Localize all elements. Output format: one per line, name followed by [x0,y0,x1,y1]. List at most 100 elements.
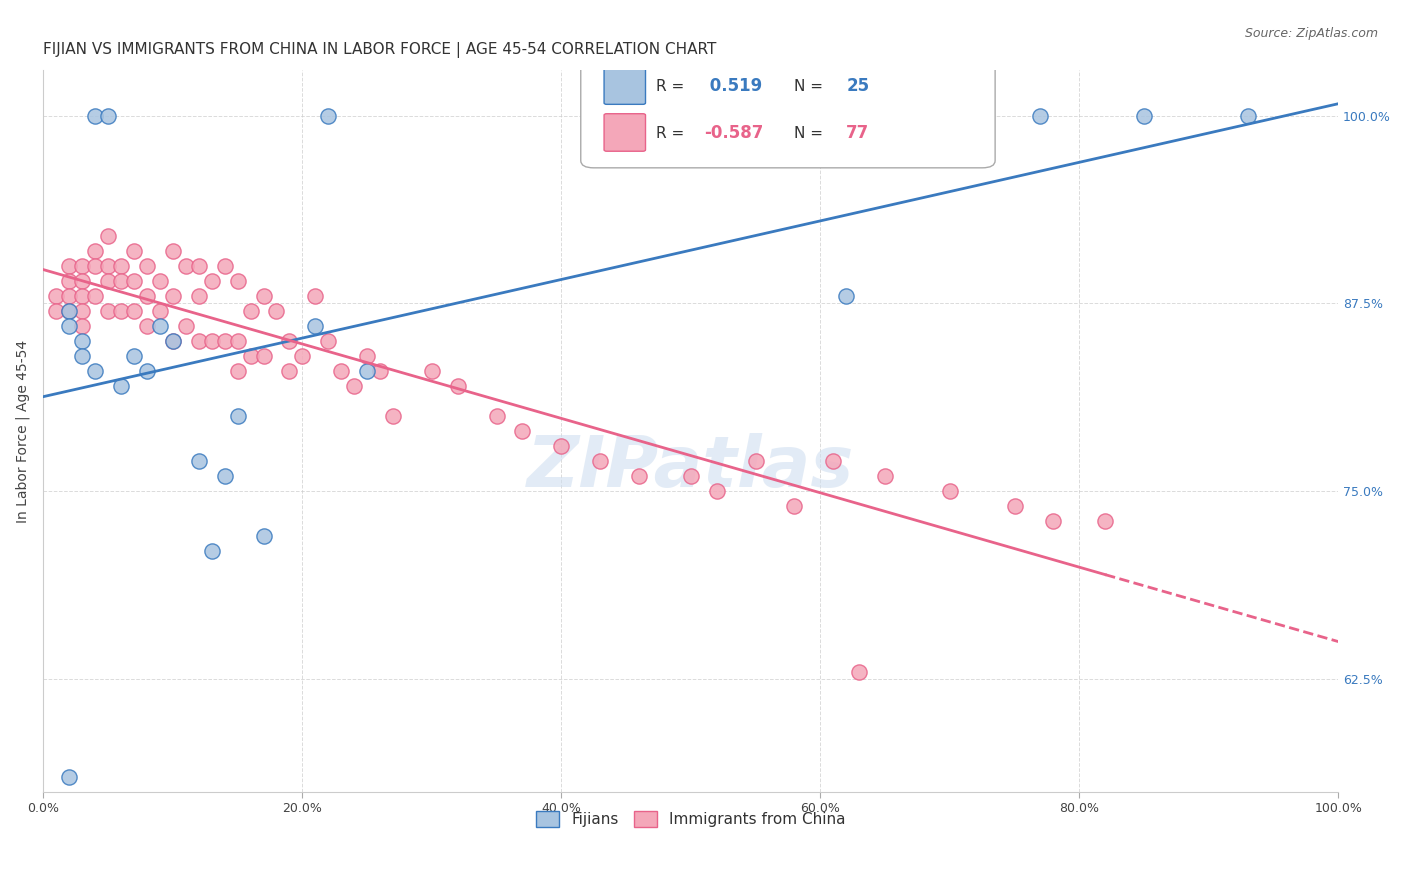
Text: N =: N = [794,126,828,141]
Point [84,109,107,123]
Point [162,334,184,348]
Point [110,274,132,288]
Point [873,469,896,483]
Point [382,409,405,424]
Point [70,289,93,303]
Point [58,304,80,318]
Point [278,334,301,348]
Text: -0.587: -0.587 [704,124,763,142]
Point [187,454,209,468]
Point [226,409,249,424]
Point [70,334,93,348]
Point [343,379,366,393]
Point [201,334,224,348]
Point [706,484,728,499]
Point [1094,515,1116,529]
Point [58,318,80,333]
Point [84,289,107,303]
Point [939,484,962,499]
Point [149,274,172,288]
Point [316,334,339,348]
Point [356,364,378,378]
Point [136,289,159,303]
Point [70,318,93,333]
Point [226,334,249,348]
FancyBboxPatch shape [605,113,645,152]
Point [70,349,93,363]
Point [628,469,651,483]
Point [679,469,702,483]
Point [70,304,93,318]
Point [330,364,353,378]
Text: R =: R = [655,78,689,94]
Point [835,289,858,303]
Point [214,259,236,273]
Text: R =: R = [655,126,689,141]
Text: Source: ZipAtlas.com: Source: ZipAtlas.com [1244,27,1378,40]
Point [122,304,145,318]
Point [252,289,274,303]
Point [97,228,120,243]
Point [1029,109,1052,123]
Point [266,304,288,318]
Point [162,334,184,348]
Point [136,259,159,273]
Point [823,454,845,468]
Point [1236,109,1258,123]
Point [226,364,249,378]
Point [744,454,766,468]
FancyBboxPatch shape [581,30,995,168]
Point [122,349,145,363]
Point [1133,109,1156,123]
Point [291,349,314,363]
Text: 0.519: 0.519 [704,78,762,95]
Point [239,349,262,363]
Point [97,274,120,288]
Legend: Fijians, Immigrants from China: Fijians, Immigrants from China [529,804,853,835]
Point [252,349,274,363]
Point [45,289,67,303]
Point [70,274,93,288]
Point [1042,515,1064,529]
Point [201,274,224,288]
Point [110,259,132,273]
Point [97,304,120,318]
Point [45,304,67,318]
Point [447,379,470,393]
Point [58,770,80,784]
Point [783,500,806,514]
Text: N =: N = [794,78,828,94]
Point [187,259,209,273]
Point [58,259,80,273]
Point [110,379,132,393]
Text: FIJIAN VS IMMIGRANTS FROM CHINA IN LABOR FORCE | AGE 45-54 CORRELATION CHART: FIJIAN VS IMMIGRANTS FROM CHINA IN LABOR… [44,42,717,58]
Point [58,304,80,318]
Point [58,274,80,288]
Point [550,439,572,453]
Point [278,364,301,378]
Point [174,318,197,333]
Point [58,289,80,303]
Point [187,334,209,348]
Point [589,454,612,468]
Point [304,289,326,303]
Point [420,364,443,378]
Point [84,244,107,258]
Point [316,109,339,123]
Point [356,349,378,363]
Point [174,259,197,273]
Point [368,364,391,378]
Point [122,274,145,288]
Point [512,424,534,438]
Point [252,529,274,543]
FancyBboxPatch shape [605,67,645,104]
Point [136,364,159,378]
Point [304,318,326,333]
Point [485,409,508,424]
Point [97,259,120,273]
Point [97,109,120,123]
Point [110,304,132,318]
Point [70,259,93,273]
Point [1004,500,1026,514]
Point [214,469,236,483]
